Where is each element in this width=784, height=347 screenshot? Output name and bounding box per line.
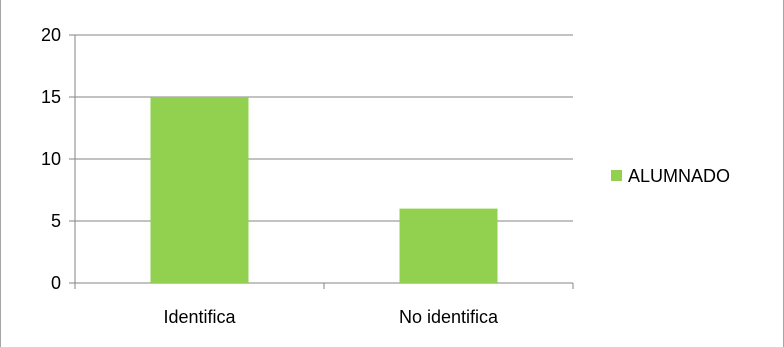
legend-swatch (611, 170, 622, 181)
y-tick-label-5: 5 (51, 211, 61, 231)
bars (150, 97, 498, 283)
tick-labels: 0 5 10 15 20 Identifica No identifica (41, 25, 499, 327)
gridlines (75, 34, 573, 222)
y-tick-label-20: 20 (41, 25, 61, 45)
y-tick-label-10: 10 (41, 149, 61, 169)
legend-label: ALUMNADO (628, 166, 730, 186)
y-tick-label-15: 15 (41, 87, 61, 107)
x-tick-label-no-identifica: No identifica (399, 307, 499, 327)
bar-no-identifica (399, 208, 498, 283)
bar-identifica (150, 97, 249, 283)
y-tick-label-0: 0 (51, 273, 61, 293)
legend: ALUMNADO (611, 166, 730, 186)
x-tick-label-identifica: Identifica (163, 307, 236, 327)
